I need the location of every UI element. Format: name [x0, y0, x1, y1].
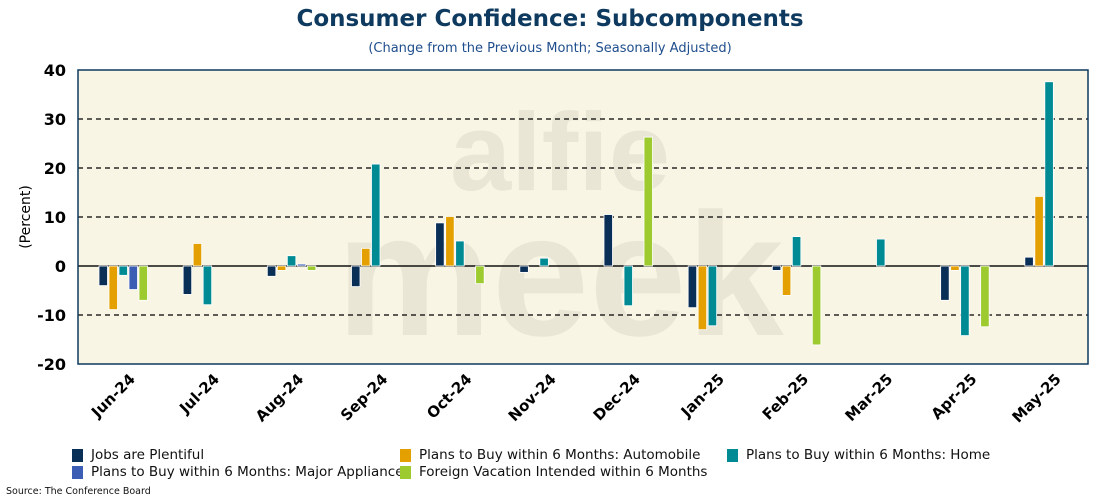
bar-plans-to-buy-within-6-months-major-appliances [128, 265, 138, 290]
bar-plans-to-buy-within-6-months-automobile [445, 216, 455, 267]
chart-subtitle: (Change from the Previous Month; Seasona… [368, 41, 732, 56]
legend-item-home: Plans to Buy within 6 Months: Home [727, 447, 990, 463]
y-tick-label: 0 [55, 257, 66, 276]
legend-swatch [72, 448, 83, 462]
legend-swatch [400, 448, 411, 462]
bar-plans-to-buy-within-6-months-automobile [276, 265, 287, 271]
legend-swatch [72, 465, 83, 479]
bar-foreign-vacation-intended-within-6-months [643, 136, 653, 267]
y-tick-label: 20 [44, 159, 66, 178]
bar-plans-to-buy-within-6-months-automobile [781, 265, 792, 296]
bar-plans-to-buy-within-6-months-home [286, 255, 297, 267]
legend-label: Plans to Buy within 6 Months: Automobile [419, 447, 701, 463]
legend-label: Jobs are Plentiful [91, 447, 205, 463]
x-tick-label: May-25 [1008, 370, 1064, 426]
bar-plans-to-buy-within-6-months-automobile [361, 247, 371, 267]
bar-plans-to-buy-within-6-months-home [623, 265, 633, 307]
bar-jobs-are-plentiful [435, 222, 445, 267]
x-tick-label: Mar-25 [841, 370, 896, 425]
x-tick-label: Feb-25 [759, 370, 812, 423]
legend-item-appliances: Plans to Buy within 6 Months: Major Appl… [72, 464, 411, 480]
legend-item-vacation: Foreign Vacation Intended within 6 Month… [400, 464, 707, 480]
legend-label: Plans to Buy within 6 Months: Major Appl… [91, 464, 411, 480]
x-tick-label: Jan-25 [677, 370, 728, 421]
bar-jobs-are-plentiful [771, 265, 782, 271]
source-note: Source: The Conference Board [6, 486, 151, 497]
bar-foreign-vacation-intended-within-6-months [811, 265, 822, 346]
x-tick-label: Oct-24 [423, 370, 475, 422]
y-tick-label: 10 [44, 208, 66, 227]
plot-border [77, 69, 1089, 365]
x-tick-label: Jun-24 [87, 370, 139, 422]
bar-plans-to-buy-within-6-months-home [202, 265, 213, 306]
bar-jobs-are-plentiful [687, 265, 698, 309]
legend-label: Foreign Vacation Intended within 6 Month… [419, 464, 708, 480]
bar-plans-to-buy-within-6-months-automobile [697, 265, 708, 331]
bar-plans-to-buy-within-6-months-major-appliances [296, 263, 307, 267]
bar-foreign-vacation-intended-within-6-months [475, 265, 485, 285]
x-tick-label: Sep-24 [337, 370, 391, 424]
legend-label: Plans to Buy within 6 Months: Home [746, 447, 991, 463]
x-tick-label: Apr-25 [928, 370, 981, 423]
bar-foreign-vacation-intended-within-6-months [306, 265, 317, 271]
bar-jobs-are-plentiful [1024, 256, 1034, 267]
y-tick-label: -10 [37, 306, 66, 325]
legend-swatch [400, 465, 411, 479]
bar-plans-to-buy-within-6-months-home [371, 163, 381, 267]
bar-plans-to-buy-within-6-months-home [1044, 81, 1054, 267]
watermark-text: meek [336, 178, 784, 373]
watermark-text: alfie [450, 91, 670, 214]
bar-jobs-are-plentiful [603, 214, 613, 267]
bar-plans-to-buy-within-6-months-home [118, 265, 128, 276]
x-tick-label: Jul-24 [175, 370, 223, 418]
bar-plans-to-buy-within-6-months-home [539, 257, 549, 267]
legend-swatch [727, 448, 738, 462]
bar-jobs-are-plentiful [266, 265, 277, 277]
y-tick-label: 30 [44, 110, 66, 129]
y-tick-label: -20 [37, 355, 66, 374]
x-tick-label: Dec-24 [590, 370, 644, 424]
x-tick-label: Nov-24 [505, 370, 560, 425]
y-axis-label: (Percent) [18, 185, 34, 249]
bar-jobs-are-plentiful [940, 265, 950, 301]
bar-jobs-are-plentiful [98, 265, 108, 287]
bar-plans-to-buy-within-6-months-home [791, 236, 802, 267]
legend-item-jobs: Jobs are Plentiful [72, 447, 204, 463]
chart-title: Consumer Confidence: Subcomponents [296, 6, 804, 32]
bar-plans-to-buy-within-6-months-home [876, 238, 886, 267]
bar-foreign-vacation-intended-within-6-months [138, 265, 148, 301]
bar-jobs-are-plentiful [519, 265, 529, 273]
bar-plans-to-buy-within-6-months-automobile [1034, 196, 1044, 267]
bar-plans-to-buy-within-6-months-automobile [192, 243, 203, 267]
y-tick-label: 40 [44, 61, 66, 80]
bar-jobs-are-plentiful [351, 265, 361, 287]
bar-jobs-are-plentiful [182, 265, 193, 295]
bar-plans-to-buy-within-6-months-automobile [108, 265, 118, 311]
x-tick-label: Aug-24 [252, 370, 307, 425]
legend-item-automobile: Plans to Buy within 6 Months: Automobile [400, 447, 700, 463]
bar-plans-to-buy-within-6-months-home [960, 265, 970, 336]
bar-plans-to-buy-within-6-months-home [707, 265, 718, 327]
bar-foreign-vacation-intended-within-6-months [980, 265, 990, 328]
bar-plans-to-buy-within-6-months-automobile [950, 265, 960, 271]
bar-plans-to-buy-within-6-months-home [455, 240, 465, 267]
